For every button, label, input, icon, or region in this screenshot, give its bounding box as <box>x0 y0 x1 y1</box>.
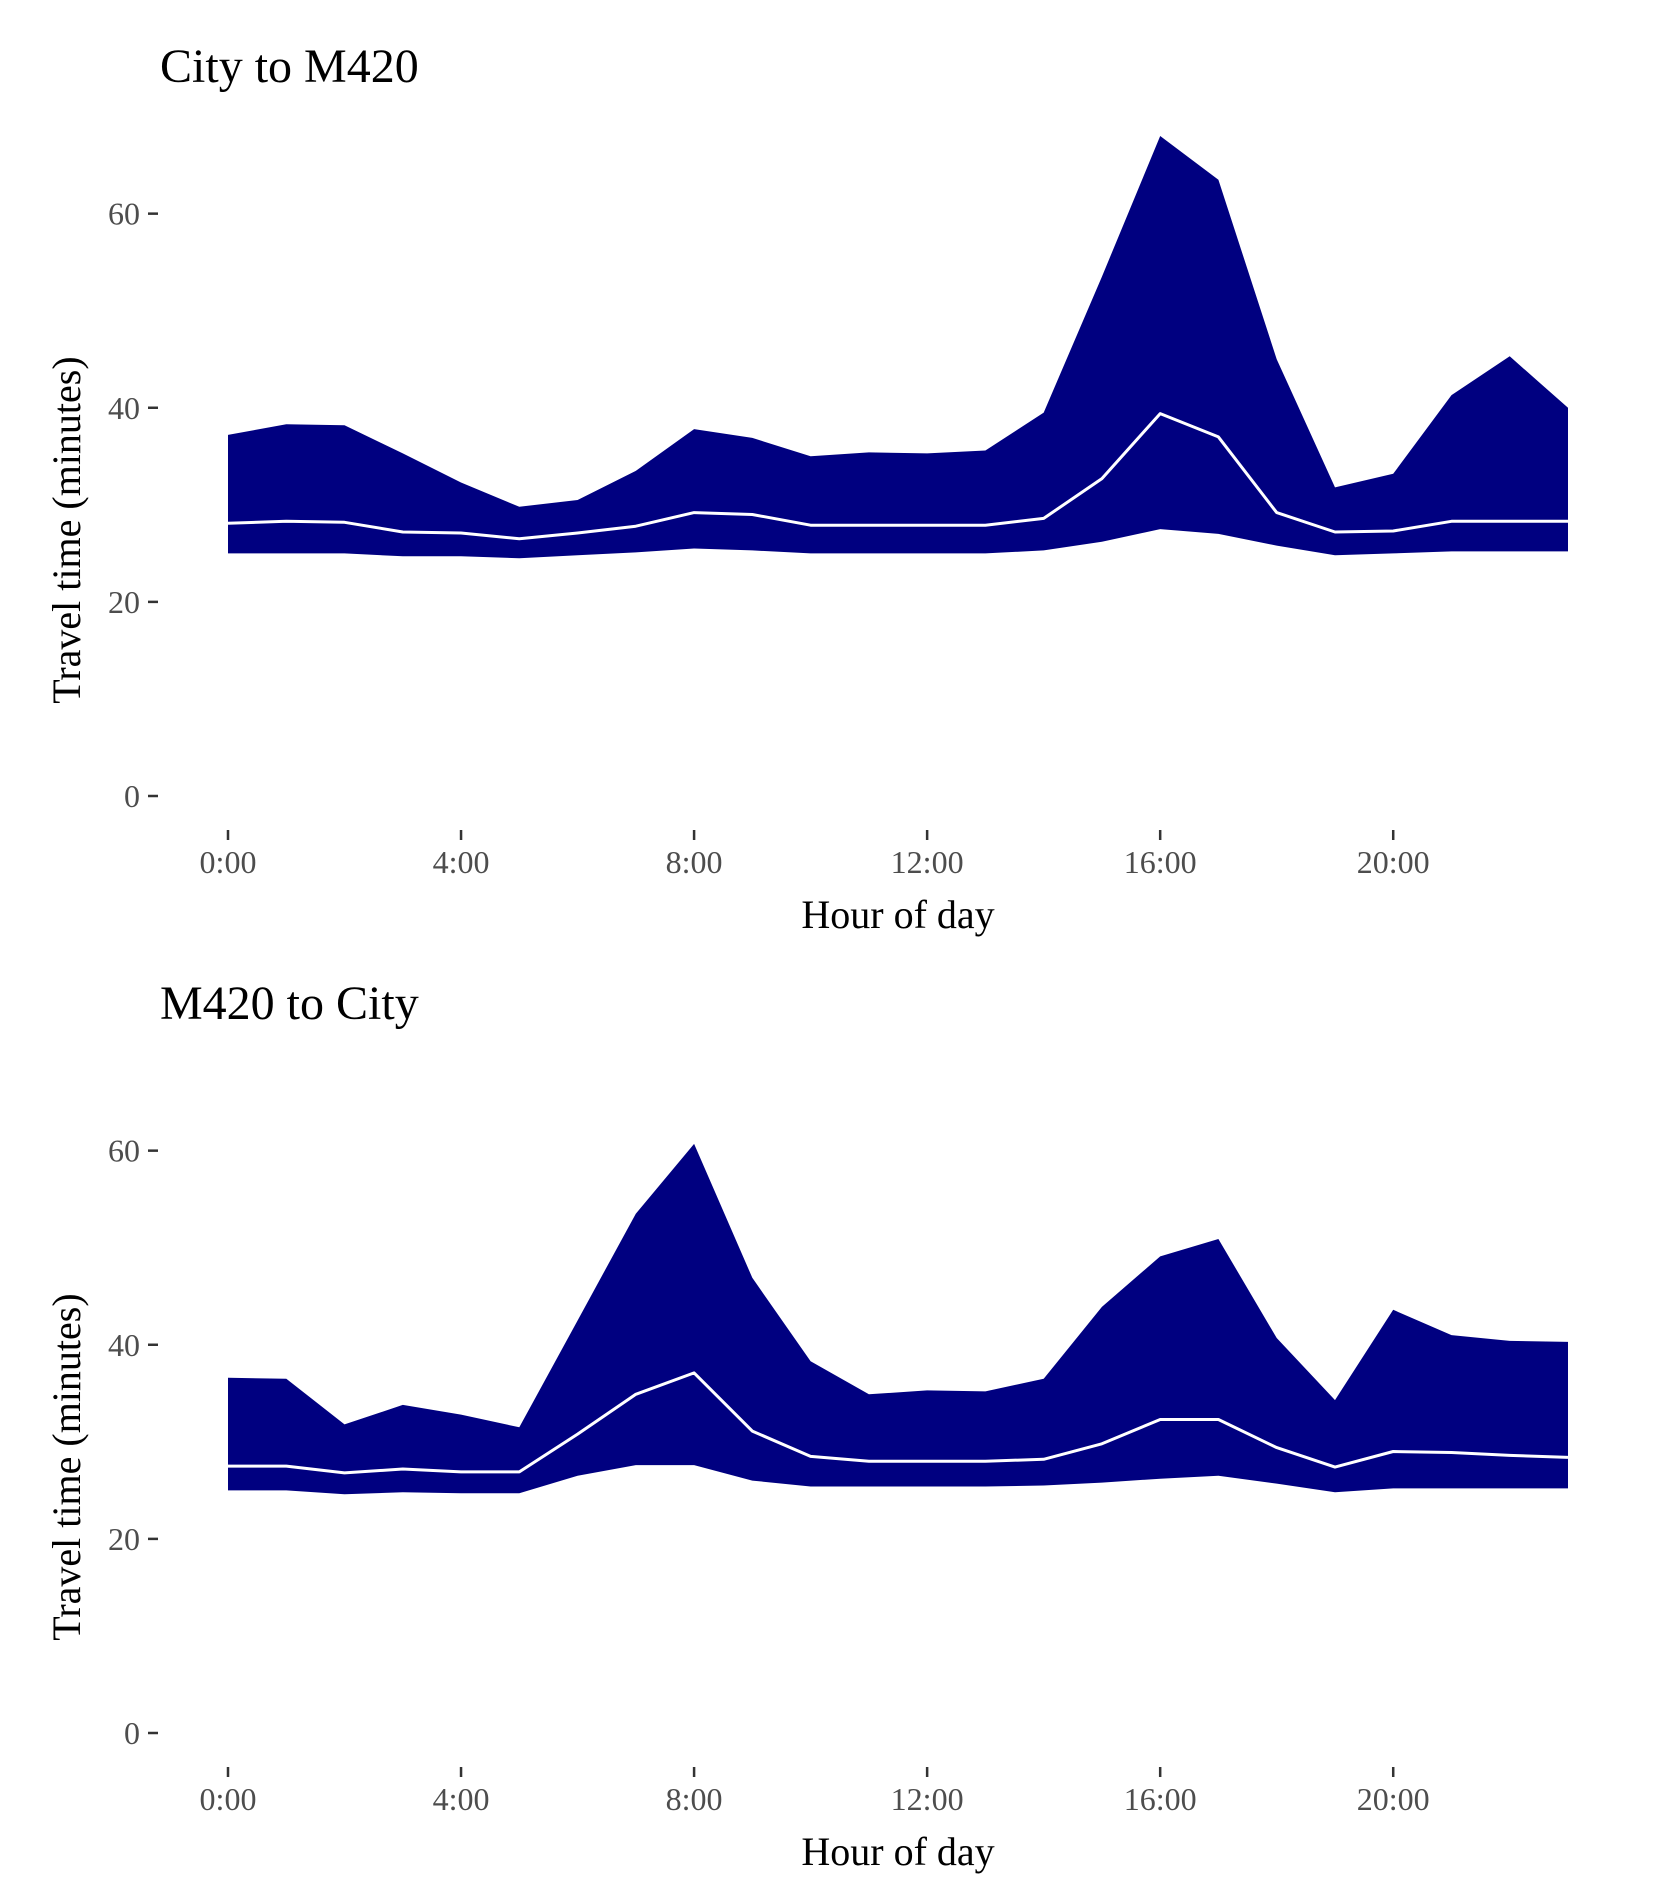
y-tick-label: 20 <box>108 1521 140 1557</box>
y-axis-title: Travel time (minutes) <box>44 1293 89 1640</box>
x-tick-label: 4:00 <box>433 1781 490 1817</box>
x-axis-title: Hour of day <box>801 892 994 937</box>
chart-city-to-m420: City to M420 0:00 4:00 8:00 12:00 16:00 20:00… <box>0 0 1653 944</box>
y-tick-label: 40 <box>108 1327 140 1363</box>
x-tick-label: 20:00 <box>1357 844 1430 880</box>
x-tick-label: 20:00 <box>1357 1781 1430 1817</box>
y-tick-label: 0 <box>124 1715 140 1751</box>
chart-svg: M420 to City 0:00 4:00 8:00 12:00 16:00 20:00… <box>44 977 1569 1874</box>
x-tick-label: 0:00 <box>200 1781 257 1817</box>
y-tick-label: 60 <box>108 196 140 232</box>
x-tick-label: 8:00 <box>666 844 723 880</box>
x-tick-label: 16:00 <box>1124 844 1197 880</box>
x-tick-label: 4:00 <box>433 844 490 880</box>
chart-svg: City to M420 0:00 4:00 8:00 12:00 16:00 20:00… <box>44 40 1568 937</box>
x-tick-label: 12:00 <box>891 844 964 880</box>
y-tick-label: 60 <box>108 1133 140 1169</box>
y-tick-label: 20 <box>108 584 140 620</box>
travel-time-band <box>228 136 1568 559</box>
plot-area: 0:00 4:00 8:00 12:00 16:00 20:00 0 20 40 60 <box>108 1133 1569 1817</box>
chart-m420-to-city: M420 to City 0:00 4:00 8:00 12:00 16:00 20:00… <box>0 937 1653 1881</box>
y-tick-label: 40 <box>108 390 140 426</box>
y-tick-label: 0 <box>124 778 140 814</box>
y-axis-title: Travel time (minutes) <box>44 356 89 703</box>
chart-title: City to M420 <box>160 40 419 93</box>
x-tick-label: 0:00 <box>200 844 257 880</box>
x-tick-label: 8:00 <box>666 1781 723 1817</box>
x-axis-title: Hour of day <box>801 1829 994 1874</box>
chart-title: M420 to City <box>160 977 419 1030</box>
median-line <box>228 1371 1569 1475</box>
x-tick-label: 16:00 <box>1124 1781 1197 1817</box>
x-tick-label: 12:00 <box>891 1781 964 1817</box>
median-line <box>227 412 1568 541</box>
plot-area: 0:00 4:00 8:00 12:00 16:00 20:00 0 20 40 60 <box>108 136 1568 880</box>
travel-time-band <box>228 1143 1568 1495</box>
